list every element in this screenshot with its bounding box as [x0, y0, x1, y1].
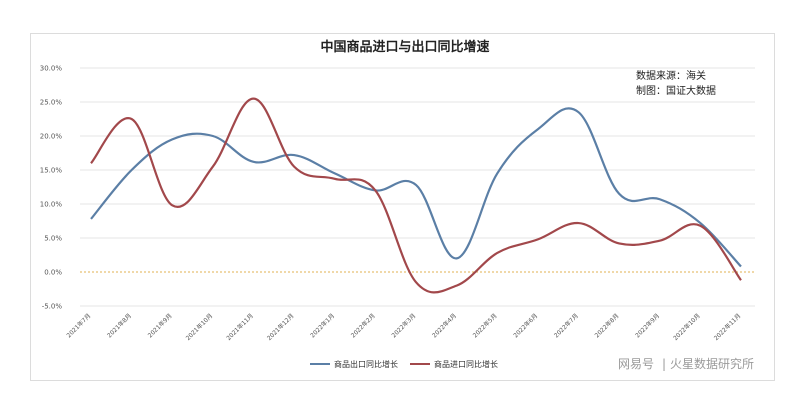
x-tick-label: 2021年12月: [265, 312, 295, 342]
y-tick-label: -5.0%: [42, 303, 63, 311]
watermark-divider: |: [662, 357, 666, 371]
y-tick-labels: 30.0% 25.0% 20.0% 15.0% 10.0% 5.0% 0.0% -5.0%: [40, 65, 63, 311]
y-tick-label: 25.0%: [40, 99, 63, 107]
x-tick-label: 2022年3月: [390, 312, 418, 340]
y-tick-label: 15.0%: [40, 167, 63, 175]
x-tick-label: 2022年1月: [309, 312, 337, 340]
x-tick-label: 2021年8月: [105, 312, 133, 340]
chart-title: 中国商品进口与出口同比增速: [320, 39, 489, 55]
legend-label-export: 商品出口同比增长: [334, 359, 398, 369]
x-tick-label: 2022年5月: [471, 312, 499, 340]
x-tick-label: 2022年4月: [430, 312, 458, 340]
y-tick-label: 0.0%: [44, 269, 62, 277]
x-tick-label: 2022年9月: [634, 312, 662, 340]
gridlines: [80, 67, 755, 307]
y-tick-label: 20.0%: [40, 133, 63, 141]
legend-label-import: 商品进口同比增长: [434, 359, 498, 369]
x-tick-label: 2022年8月: [593, 312, 621, 340]
x-tick-label: 2022年2月: [349, 312, 377, 340]
x-tick-label: 2021年11月: [225, 312, 255, 342]
x-tick-label: 2022年11月: [712, 312, 742, 342]
watermark-right: 火星数据研究所: [670, 356, 754, 371]
legend: 商品出口同比增长 商品进口同比增长: [310, 359, 498, 369]
x-tick-label: 2022年7月: [552, 312, 580, 340]
x-tick-label: 2022年10月: [671, 312, 701, 342]
import-series-line: [90, 97, 742, 294]
x-tick-label: 2021年10月: [184, 312, 214, 342]
x-tick-label: 2021年9月: [146, 312, 174, 340]
y-tick-label: 30.0%: [40, 65, 63, 73]
data-source-note: 数据来源：海关: [636, 69, 706, 82]
export-series-line: [90, 107, 742, 268]
y-tick-label: 5.0%: [44, 235, 62, 243]
chart-maker-note: 制图：国证大数据: [636, 84, 716, 97]
watermark-left: 网易号: [618, 357, 654, 371]
chart-frame: [30, 33, 775, 381]
x-tick-label: 2022年6月: [512, 312, 540, 340]
series-lines: [90, 97, 742, 294]
x-tick-labels: 2021年7月 2021年8月 2021年9月 2021年10月 2021年11月 202…: [65, 312, 743, 342]
x-tick-label: 2021年7月: [65, 312, 93, 340]
y-tick-label: 10.0%: [40, 201, 63, 209]
